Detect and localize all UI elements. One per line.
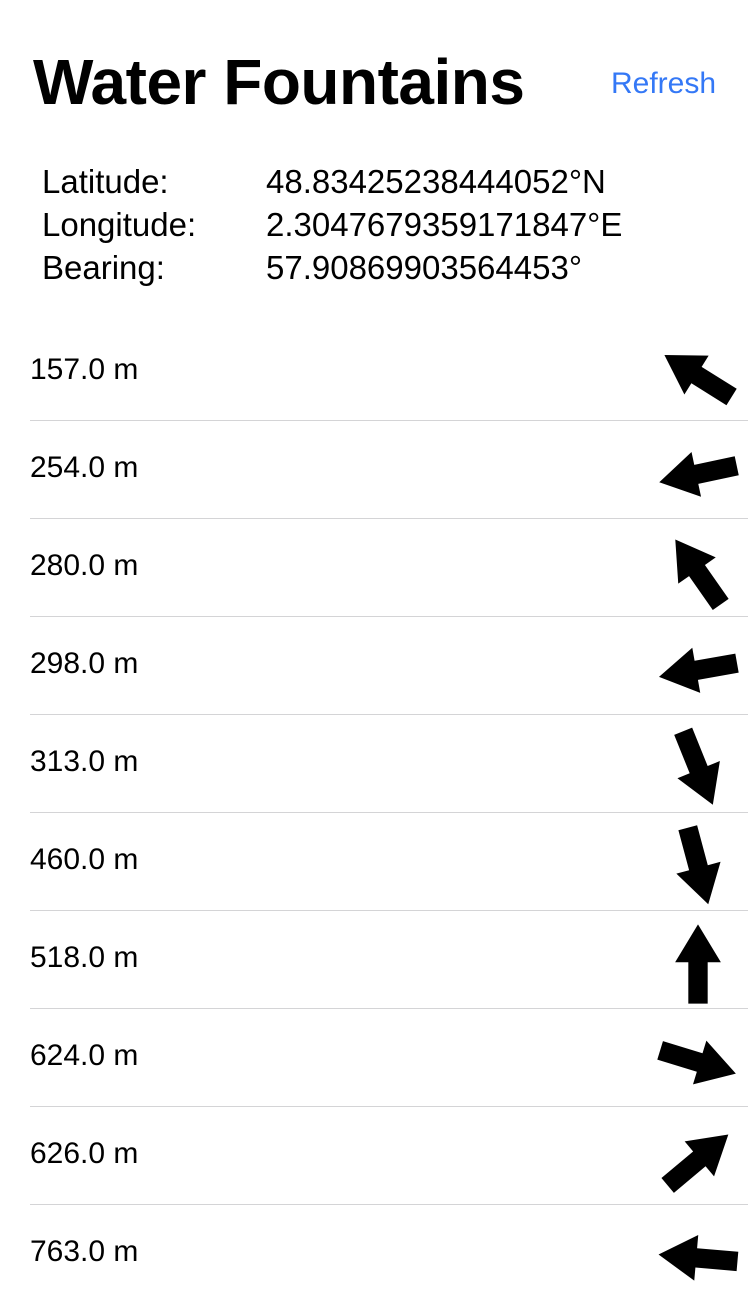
arrow-left-icon bbox=[658, 1235, 739, 1281]
row-divider bbox=[30, 1008, 748, 1009]
row-divider bbox=[30, 910, 748, 911]
row-divider bbox=[30, 616, 748, 617]
row-divider bbox=[30, 420, 748, 421]
row-divider bbox=[30, 518, 748, 519]
fountain-distance: 313.0 m bbox=[30, 745, 139, 778]
fountain-distance: 626.0 m bbox=[30, 1137, 139, 1170]
fountain-distance: 254.0 m bbox=[30, 451, 139, 484]
latitude-label: Latitude: bbox=[42, 163, 169, 200]
fountain-row[interactable]: 298.0 m bbox=[0, 617, 748, 715]
fountain-row[interactable]: 254.0 m bbox=[0, 421, 748, 519]
fountain-distance: 763.0 m bbox=[30, 1235, 139, 1268]
fountain-row[interactable]: 626.0 m bbox=[0, 1107, 748, 1205]
bearing-row: Bearing: 57.90869903564453° bbox=[42, 246, 742, 289]
row-divider bbox=[30, 1106, 748, 1107]
fountain-distance: 460.0 m bbox=[30, 843, 139, 876]
row-divider bbox=[30, 812, 748, 813]
refresh-button[interactable]: Refresh bbox=[611, 67, 717, 100]
fountain-distance: 298.0 m bbox=[30, 647, 139, 680]
fountain-row[interactable]: 157.0 m bbox=[0, 323, 748, 421]
arrow-up-icon bbox=[675, 924, 721, 1004]
longitude-label: Longitude: bbox=[42, 206, 197, 243]
longitude-value: 2.3047679359171847°E bbox=[266, 206, 623, 243]
page-title: Water Fountains bbox=[33, 46, 525, 118]
arrow-up-left-icon bbox=[675, 539, 729, 610]
row-divider bbox=[30, 714, 748, 715]
location-info-panel: Latitude: 48.83425238444052°N Longitude:… bbox=[42, 160, 742, 289]
latitude-row: Latitude: 48.83425238444052°N bbox=[42, 160, 742, 203]
fountain-row[interactable]: 460.0 m bbox=[0, 813, 748, 911]
arrow-up-right-icon bbox=[661, 1134, 729, 1193]
fountain-list: 157.0 m 254.0 m 280.0 m 298.0 m 313.0 m 460.0… bbox=[0, 323, 748, 1303]
longitude-row: Longitude: 2.3047679359171847°E bbox=[42, 203, 742, 246]
fountain-row[interactable]: 518.0 m bbox=[0, 911, 748, 1009]
fountain-row[interactable]: 280.0 m bbox=[0, 519, 748, 617]
navigation-header: Water Fountains Refresh bbox=[0, 0, 748, 140]
fountain-distance: 518.0 m bbox=[30, 941, 139, 974]
fountain-row[interactable]: 763.0 m bbox=[0, 1205, 748, 1303]
fountain-row[interactable]: 313.0 m bbox=[0, 715, 748, 813]
arrow-down-right-icon bbox=[674, 727, 720, 805]
fountain-row[interactable]: 624.0 m bbox=[0, 1009, 748, 1107]
arrow-left-icon bbox=[659, 451, 739, 497]
bearing-label: Bearing: bbox=[42, 249, 165, 286]
fountain-distance: 624.0 m bbox=[30, 1039, 139, 1072]
arrow-left-icon bbox=[659, 647, 739, 693]
bearing-value: 57.90869903564453° bbox=[266, 249, 583, 286]
fountain-distance: 280.0 m bbox=[30, 549, 139, 582]
arrow-right-icon bbox=[657, 1040, 736, 1085]
arrow-up-left-icon bbox=[664, 355, 737, 406]
row-divider bbox=[30, 1204, 748, 1205]
latitude-value: 48.83425238444052°N bbox=[266, 163, 606, 200]
fountain-distance: 157.0 m bbox=[30, 353, 139, 386]
arrow-down-icon bbox=[676, 825, 721, 905]
